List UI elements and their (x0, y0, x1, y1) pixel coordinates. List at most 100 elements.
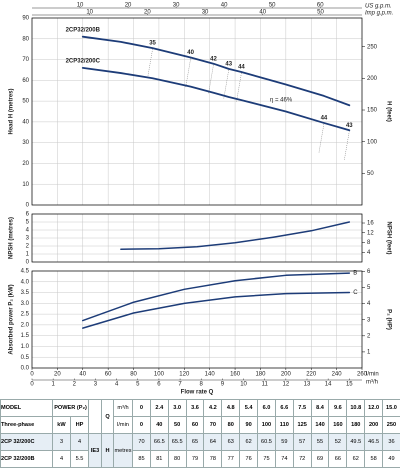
head-cell: 78 (203, 450, 223, 468)
y2-tick-label: 16 (367, 221, 374, 227)
flow-cell: 0 (132, 416, 151, 434)
head-cell: 79 (185, 450, 205, 468)
y-tick-label: 3.5 (21, 290, 30, 296)
flow-cell: 60 (185, 416, 205, 434)
flow-cell: 12.0 (364, 399, 384, 417)
flow-cell: 6.6 (274, 399, 294, 417)
y-tick-label: 0.5 (21, 355, 30, 361)
secondary-tick-label: 60 (317, 3, 324, 9)
secondary-tick-label: 14 (325, 382, 332, 388)
y-tick-label: 2 (26, 244, 30, 250)
head-cell: 46.5 (364, 433, 384, 451)
power-cell: 5.5 (69, 450, 90, 468)
y2-axis-label: H (feet) (385, 101, 391, 122)
head-cell: 81 (149, 450, 169, 468)
header-cell: H (101, 433, 115, 468)
series-label: C (353, 290, 358, 296)
y-tick-label: 70 (22, 57, 29, 63)
header-cell: HP (69, 416, 90, 434)
secondary-tick-label: 20 (144, 10, 151, 16)
secondary-tick-label: 50 (269, 3, 276, 9)
flow-cell: 200 (364, 416, 384, 434)
head-cell: 62 (346, 450, 366, 468)
flow-cell: 50 (167, 416, 187, 434)
x-tick-label: 100 (154, 372, 165, 378)
flow-cell: 140 (310, 416, 330, 434)
flow-cell: 250 (382, 416, 400, 434)
head-cell: 62 (239, 433, 259, 451)
series-label: 2CP32/200C (66, 58, 101, 64)
secondary-tick-label: 10 (77, 3, 84, 9)
secondary-tick-label: 10 (240, 382, 247, 388)
head-cell: 85 (132, 450, 151, 468)
flow-cell: 110 (274, 416, 294, 434)
header-cell (88, 399, 103, 434)
x-tick-label: 220 (306, 372, 317, 378)
header-cell: Three-phase (0, 416, 53, 434)
y-tick-label: 60 (22, 78, 29, 84)
y-tick-label: 80 (22, 36, 29, 42)
x-axis-label: Flow rate Q (181, 390, 214, 396)
efficiency-label: 44 (238, 65, 245, 71)
efficiency-label: 43 (225, 61, 232, 67)
series-line (120, 221, 351, 250)
series-line (82, 272, 351, 322)
power-cell: 4 (69, 433, 90, 451)
head-cell: 58 (364, 450, 384, 468)
y-tick-label: 20 (22, 161, 29, 167)
head-cell: 69 (310, 450, 330, 468)
head-cell: 77 (221, 450, 241, 468)
head-cell: 80 (167, 450, 187, 468)
unit-cell: m³/h (113, 399, 134, 417)
plot-frame (31, 17, 363, 206)
x-tick-label: 40 (79, 372, 86, 378)
y-tick-label: 2.5 (21, 312, 30, 318)
x-tick-label: 180 (255, 372, 266, 378)
y-tick-label: 90 (22, 16, 29, 22)
secondary-tick-label: 6 (157, 382, 161, 388)
secondary-tick-label: 20 (125, 3, 132, 9)
y-tick-label: 1 (26, 252, 30, 258)
secondary-axis-label: US g.p.m. (365, 4, 392, 10)
y2-tick-label: 4 (367, 301, 371, 307)
flow-cell: 2.4 (149, 399, 169, 417)
head-cell: 63 (221, 433, 241, 451)
efficiency-guide (236, 72, 242, 103)
y2-tick-label: 5 (367, 285, 371, 291)
y-tick-label: 5 (26, 220, 30, 226)
flow-cell: 5.4 (239, 399, 259, 417)
x-unit: l/min (366, 372, 379, 378)
head-cell: 70 (132, 433, 151, 451)
flow-cell: 180 (346, 416, 366, 434)
head-cell: 72 (292, 450, 312, 468)
y2-tick-label: 150 (367, 108, 378, 114)
secondary-tick-label: 10 (86, 10, 93, 16)
flow-cell: 4.2 (203, 399, 223, 417)
y-tick-label: 1.5 (21, 333, 30, 339)
plot-frame (31, 270, 363, 369)
secondary-tick-label: 3 (94, 382, 98, 388)
flow-cell: 70 (203, 416, 223, 434)
y-axis-label: Head H (metres) (9, 88, 15, 134)
x-tick-label: 200 (281, 372, 292, 378)
flow-cell: 15.0 (382, 399, 400, 417)
head-cell: 52 (328, 433, 348, 451)
efficiency-label: 40 (187, 50, 194, 56)
secondary-tick-label: 2 (73, 382, 77, 388)
annotation: η = 46% (270, 98, 293, 104)
secondary-tick-label: 8 (200, 382, 204, 388)
y-tick-label: 30 (22, 140, 29, 146)
y2-tick-label: 50 (367, 171, 374, 177)
y-tick-label: 1.0 (21, 344, 30, 350)
y2-tick-label: 12 (367, 230, 374, 236)
secondary-tick-label: 5 (136, 382, 140, 388)
secondary-tick-label: 12 (283, 382, 290, 388)
efficiency-guide (318, 123, 325, 153)
secondary-tick-label: 7 (178, 382, 182, 388)
head-cell: 65 (185, 433, 205, 451)
header-cell: MODEL (0, 399, 53, 417)
